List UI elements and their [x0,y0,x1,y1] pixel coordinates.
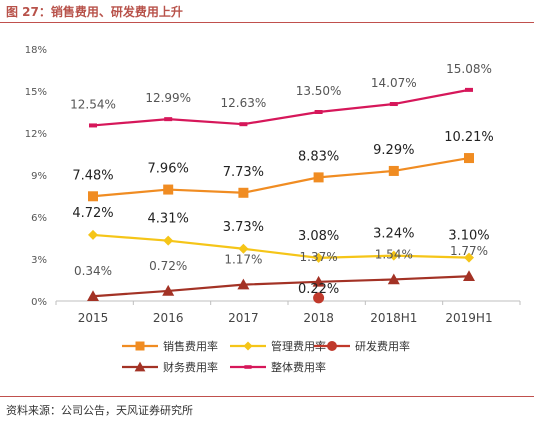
data-label: 10.21% [444,130,494,145]
data-label: 12.54% [70,97,116,111]
data-label: 4.72% [72,206,113,221]
data-label: 9.29% [373,143,414,158]
data-point [163,235,174,246]
data-point [312,275,325,287]
data-labels: 7.48% 7.96% 7.73% 8.83% 9.29% 10.21% 4.72% 4.31… [70,62,494,297]
series-layer [87,87,475,304]
y-tick-label: 0% [31,297,47,308]
x-tick-label: 2018 [303,311,334,325]
data-label: 3.08% [298,229,339,244]
data-point [313,292,325,304]
data-point [387,273,400,285]
data-label: 13.50% [296,84,342,98]
data-point [389,102,398,107]
legend-item: 整体费用率 [230,360,326,374]
data-label: 1.77% [450,244,488,258]
data-point [464,252,474,263]
data-point [88,191,98,202]
data-label: 4.31% [148,212,189,227]
y-tick-label: 12% [25,129,47,140]
data-point [238,243,249,254]
data-point [162,284,175,296]
legend-label: 整体费用率 [271,360,326,374]
legend-item: 财务费用率 [122,360,218,374]
x-tick-label: 2015 [78,311,109,325]
data-label: 7.73% [223,165,264,180]
data-point [313,252,324,263]
series-line [92,88,470,127]
legend-marker [244,365,252,369]
data-label: 12.63% [221,96,267,110]
legend-label: 销售费用率 [163,339,218,353]
y-axis: 0% 3% 6% 9% 12% 15% 18% [25,45,47,308]
series-0 [88,153,474,202]
expense-ratio-chart: 0% 3% 6% 9% 12% 15% 18% 2015 2016 2017 2018 2018H1… [25,45,521,374]
data-point [237,278,250,290]
y-tick-label: 9% [31,171,47,182]
x-tick-label: 2017 [228,311,259,325]
legend-item: 管理费用率 [230,339,326,353]
data-point [87,290,99,302]
data-point [313,172,324,183]
data-point [464,153,474,164]
series-line [92,275,470,298]
data-point [88,229,98,240]
title-divider [0,22,534,23]
chart-title: 图 27：销售费用、研发费用上升 [6,5,183,19]
data-label: 1.37% [300,250,338,264]
data-point [314,110,323,114]
data-point [238,187,249,198]
legend-marker [134,361,146,372]
y-tick-label: 18% [25,45,47,56]
series-3 [87,270,475,302]
legend-marker [243,341,253,351]
legend-label: 管理费用率 [271,339,326,353]
data-point [465,87,473,92]
data-label: 0.72% [149,259,187,273]
data-label: 8.83% [298,149,339,164]
data-label: 3.10% [448,229,489,244]
y-tick-label: 6% [31,213,47,224]
x-axis: 2015 2016 2017 2018 2018H1 2019H1 [55,300,521,325]
y-tick-label: 15% [25,87,47,98]
data-point [164,117,173,122]
legend-marker [135,341,145,351]
series-line [92,156,470,198]
series-1 [88,229,474,263]
data-point [163,184,174,195]
data-label: 1.54% [375,247,413,261]
x-tick-label: 2016 [153,311,184,325]
legend-item: 销售费用率 [122,339,218,353]
data-point [388,250,399,261]
data-label: 0.22% [298,282,339,297]
data-label: 7.96% [148,162,189,177]
data-label: 3.73% [223,220,264,235]
data-point [89,123,97,128]
data-label: 15.08% [446,62,492,76]
series-line [92,233,470,259]
legend-marker [327,341,337,351]
x-tick-label: 2019H1 [445,311,492,325]
series-2 [313,292,325,304]
data-label: 1.17% [224,253,262,267]
data-label: 12.99% [145,91,191,105]
y-tick-label: 3% [31,255,47,266]
data-label: 14.07% [371,76,417,90]
source-divider [0,396,534,397]
data-point [388,165,399,176]
data-label: 7.48% [72,168,113,183]
data-label: 0.34% [74,264,112,278]
legend-label: 研发费用率 [355,339,410,353]
data-point [463,270,475,282]
legend-label: 财务费用率 [163,360,218,374]
source-note: 资料来源：公司公告，天风证券研究所 [6,404,193,417]
data-point [239,122,248,127]
series-4 [89,87,473,128]
x-tick-label: 2018H1 [370,311,417,325]
data-label: 3.24% [373,227,414,242]
legend-item: 研发费用率 [314,339,410,353]
